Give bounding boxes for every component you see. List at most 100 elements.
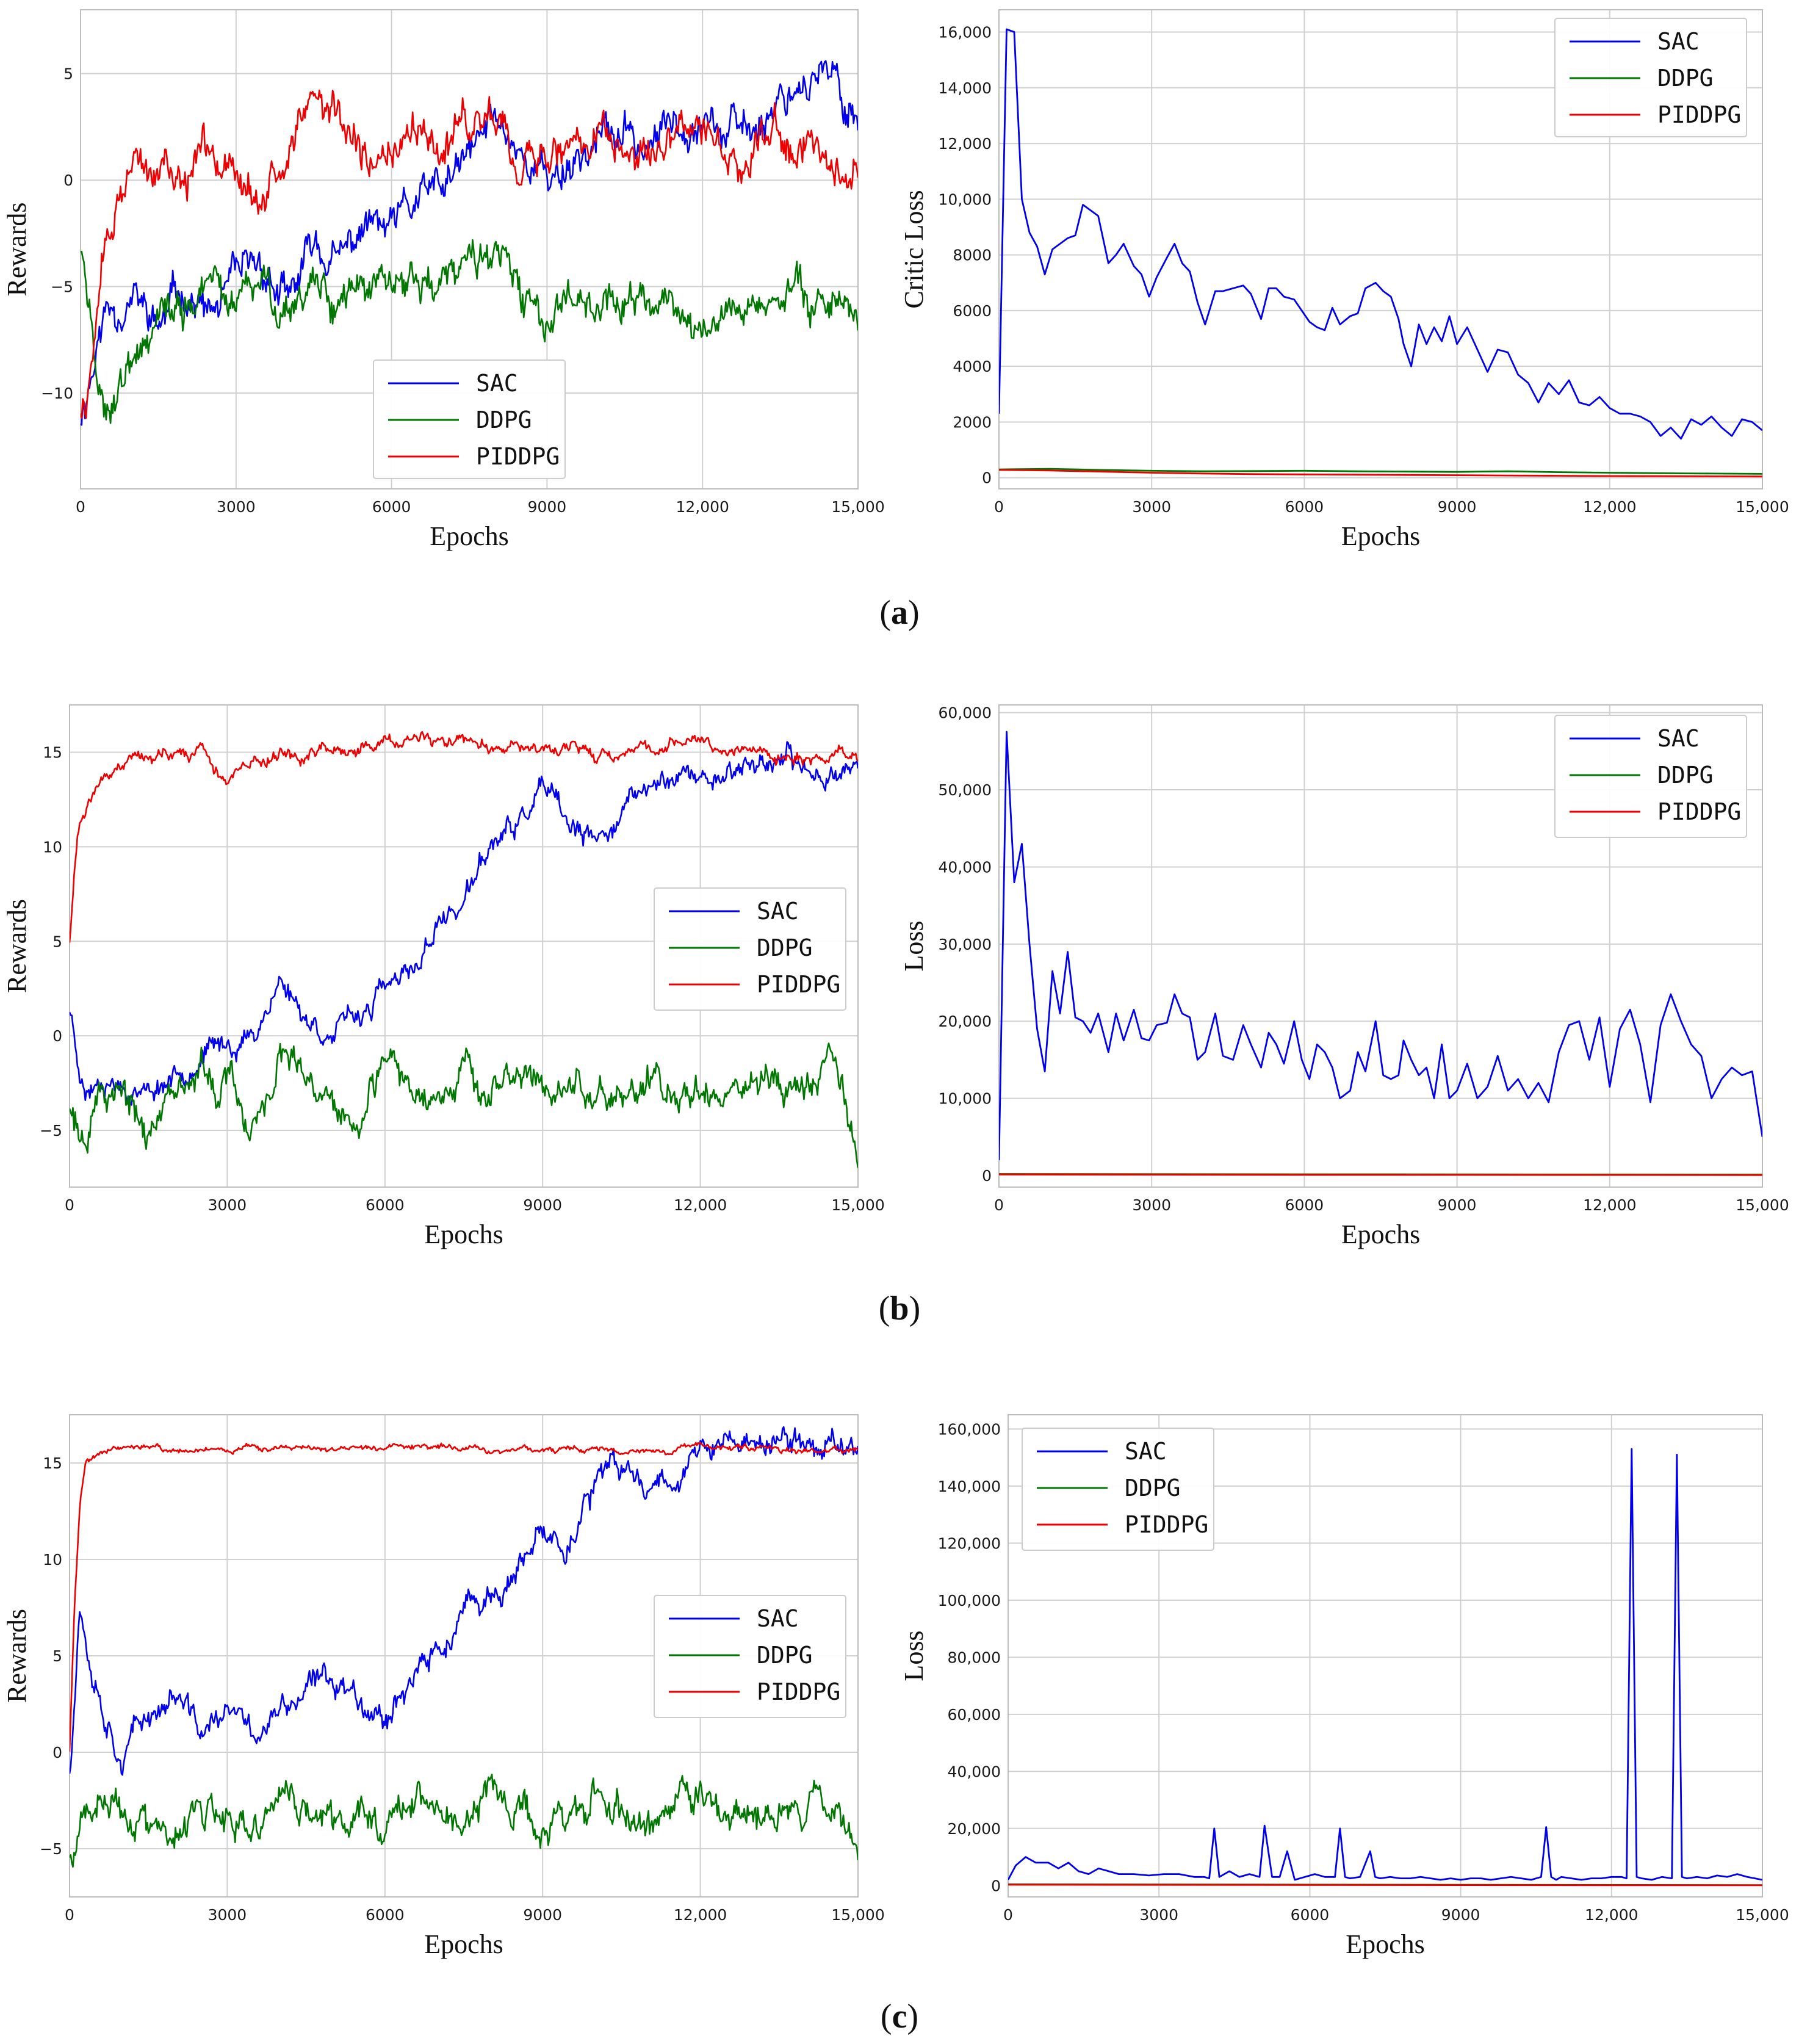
series-line-piddpg [999, 1173, 1762, 1176]
x-tick-label: 12,000 [676, 498, 729, 516]
x-tick-label: 6000 [1285, 498, 1324, 516]
y-tick-label: 8000 [953, 247, 992, 264]
y-tick-label: −5 [51, 278, 73, 296]
legend-label-sac: SAC [1657, 28, 1700, 55]
y-tick-label: 15 [43, 743, 62, 761]
panel-label-c: (c) [881, 1998, 918, 2035]
series-line-sac [999, 28, 1762, 440]
y-tick-label: 0 [52, 1744, 62, 1761]
y-axis-label: Rewards [2, 203, 32, 297]
y-tick-label: 2000 [953, 413, 992, 431]
chart-b-loss: 0 3000 6000 9000 12,000 15,000 0 10,000 20,000 30… [899, 704, 1789, 1249]
y-tick-label: 10,000 [939, 1090, 992, 1108]
y-tick-label: 5 [52, 1647, 62, 1665]
x-tick-label: 15,000 [1736, 1906, 1789, 1924]
x-tick-label: 15,000 [1736, 1196, 1789, 1214]
x-tick-label: 0 [76, 498, 85, 516]
x-tick-label: 3000 [1132, 1196, 1171, 1214]
y-tick-label: 40,000 [939, 858, 992, 876]
y-tick-label: 5 [52, 933, 62, 950]
legend-box [1554, 18, 1747, 137]
x-tick-label: 3000 [1139, 1906, 1178, 1924]
x-axis-label: Epochs [1346, 1929, 1425, 1959]
series-line-ddpg [70, 1042, 858, 1168]
plot-frame [80, 9, 859, 489]
legend-label-sac: SAC [1125, 1438, 1167, 1465]
plot-frame [1008, 1414, 1763, 1898]
legend: SAC DDPG PIDDPG [373, 359, 566, 479]
chart-c-loss: 0 3000 6000 9000 12,000 15,000 0 20,000 40,000 60… [899, 1414, 1789, 1959]
x-tick-label: 6000 [372, 498, 411, 516]
y-tick-label: 16,000 [939, 24, 992, 42]
y-tick-label: 5 [63, 65, 73, 83]
x-tick-label: 9000 [1438, 498, 1477, 516]
x-tick-label: 0 [994, 498, 1004, 516]
y-tick-label: 0 [982, 469, 992, 487]
y-tick-label: 10 [43, 1551, 62, 1569]
y-tick-label: 30,000 [939, 936, 992, 953]
y-tick-label: 15 [43, 1454, 62, 1472]
legend-label-sac: SAC [476, 370, 518, 397]
y-tick-label: 12,000 [939, 135, 992, 153]
x-tick-label: 9000 [528, 498, 567, 516]
legend-label-piddpg: PIDDPG [1125, 1511, 1208, 1538]
plot-frame [998, 704, 1763, 1188]
x-tick-label: 6000 [366, 1196, 405, 1214]
legend-box [373, 359, 566, 479]
legend-label-piddpg: PIDDPG [757, 1678, 840, 1705]
x-axis-label: Epochs [424, 1929, 503, 1959]
y-axis-label: Loss [899, 920, 929, 971]
y-tick-label: 50,000 [939, 781, 992, 799]
y-tick-label: −5 [40, 1122, 62, 1139]
legend-label-ddpg: DDPG [1657, 762, 1714, 789]
legend-label-piddpg: PIDDPG [1657, 798, 1741, 825]
series-line-piddpg [70, 731, 858, 943]
y-tick-label: 4000 [953, 358, 992, 375]
x-tick-label: 3000 [1132, 498, 1171, 516]
legend-label-piddpg: PIDDPG [1657, 101, 1741, 128]
x-tick-label: 3000 [208, 1196, 247, 1214]
chart-a-rewards: 0 3000 6000 9000 12,000 15,000 −10 −5 0 5 Epochs Re… [2, 9, 885, 551]
x-tick-label: 6000 [1285, 1196, 1324, 1214]
legend-box [1022, 1428, 1214, 1551]
y-tick-label: 120,000 [938, 1534, 1001, 1552]
x-axis-label: Epochs [1341, 1219, 1421, 1249]
x-tick-label: 0 [65, 1906, 74, 1924]
x-tick-label: 0 [65, 1196, 74, 1214]
y-axis-label: Critic Loss [899, 190, 929, 308]
series-line-sac [1008, 1448, 1762, 1881]
legend-label-piddpg: PIDDPG [476, 443, 560, 470]
legend-label-ddpg: DDPG [1125, 1475, 1181, 1501]
x-tick-label: 9000 [523, 1196, 562, 1214]
series-line-ddpg [81, 239, 858, 424]
y-tick-label: −10 [41, 385, 73, 402]
y-tick-label: 0 [52, 1027, 62, 1045]
x-tick-label: 15,000 [831, 1906, 884, 1924]
legend: SAC DDPG PIDDPG [1022, 1428, 1214, 1551]
y-axis-label: Loss [899, 1630, 929, 1681]
y-axis-label: Rewards [2, 1609, 32, 1703]
legend-box [654, 1595, 846, 1718]
x-axis-label: Epochs [430, 521, 509, 551]
y-tick-label: 0 [982, 1167, 992, 1185]
legend-label-ddpg: DDPG [757, 934, 813, 961]
x-tick-label: 3000 [217, 498, 256, 516]
x-tick-label: 12,000 [674, 1906, 727, 1924]
y-tick-label: 6000 [953, 302, 992, 320]
legend-box [654, 887, 846, 1011]
x-tick-label: 15,000 [831, 498, 884, 516]
legend-label-ddpg: DDPG [1657, 65, 1714, 92]
x-tick-label: 9000 [1438, 1196, 1477, 1214]
plot-frame [69, 704, 859, 1188]
legend-label-sac: SAC [1657, 725, 1700, 752]
panel-label-a: (a) [879, 594, 919, 632]
series-line-piddpg [999, 469, 1762, 478]
legend-box [1554, 715, 1747, 838]
legend: SAC DDPG PIDDPG [1554, 18, 1747, 137]
y-tick-label: 14,000 [939, 79, 992, 97]
panel-label-b: (b) [879, 1290, 920, 1327]
y-tick-label: 40,000 [948, 1763, 1001, 1780]
y-tick-label: 60,000 [939, 704, 992, 722]
x-tick-label: 9000 [1441, 1906, 1480, 1924]
